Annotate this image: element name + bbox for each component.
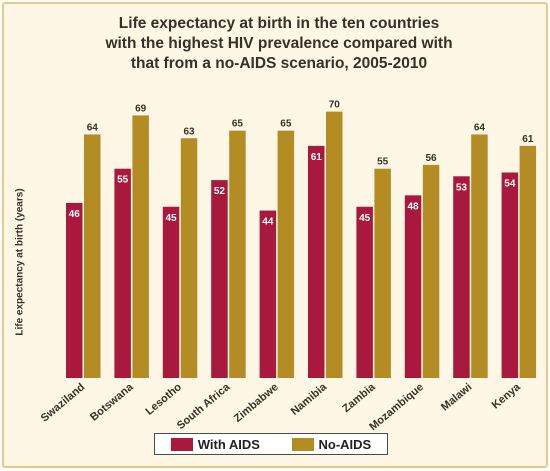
legend: With AIDS No-AIDS — [154, 433, 388, 455]
bar-no-aids-zambia — [374, 168, 391, 378]
bar-no-aids-mozambique — [422, 164, 440, 378]
data-label-with-aids-swaziland: 46 — [69, 209, 81, 220]
x-tick-label-zambia: Zambia — [340, 381, 378, 416]
data-label-no-aids-mozambique: 56 — [425, 153, 437, 164]
legend-swatch-no-aids — [291, 437, 314, 451]
bar-no-aids-malawi — [471, 134, 488, 378]
data-label-no-aids-zimbabwe: 65 — [280, 119, 292, 130]
bar-no-aids-lesotho — [180, 138, 198, 378]
bar-with-aids-botswana — [114, 168, 131, 378]
legend-label-no-aids: No-AIDS — [318, 436, 372, 452]
data-label-no-aids-lesotho: 63 — [183, 126, 195, 137]
x-tick-label-zimbabwe: Zimbabwe — [232, 381, 281, 425]
bar-with-aids-mozambique — [404, 195, 422, 378]
chart-title: Life expectancy at birth in the ten coun… — [44, 14, 514, 74]
bar-with-aids-swaziland — [66, 202, 83, 378]
title-line-2: with the highest HIV prevalence compared… — [105, 35, 453, 52]
data-label-no-aids-kenya: 61 — [522, 134, 534, 145]
bar-with-aids-lesotho — [162, 206, 180, 378]
legend-swatch-with-aids — [170, 437, 193, 451]
title-line-3: that from a no-AIDS scenario, 2005-2010 — [130, 55, 428, 72]
bar-no-aids-kenya — [519, 145, 537, 378]
data-label-with-aids-botswana: 55 — [117, 175, 129, 186]
bar-with-aids-zambia — [356, 206, 373, 378]
bar-with-aids-zimbabwe — [259, 210, 277, 378]
x-tick-label-lesotho: Lesotho — [143, 381, 184, 418]
title-line-1: Life expectancy at birth in the ten coun… — [118, 15, 440, 32]
legend-item-no-aids: No-AIDS — [291, 436, 372, 452]
data-label-no-aids-botswana: 69 — [135, 103, 147, 114]
data-label-with-aids-zambia: 45 — [359, 213, 371, 224]
bar-no-aids-namibia — [326, 111, 343, 378]
y-axis-label: Life expectancy at birth (years) — [14, 188, 26, 336]
data-label-no-aids-swaziland: 64 — [87, 122, 99, 133]
data-label-with-aids-malawi: 53 — [456, 182, 468, 193]
x-tick-label-kenya: Kenya — [490, 381, 524, 412]
bar-no-aids-south-africa — [229, 130, 246, 378]
bar-no-aids-swaziland — [84, 134, 101, 378]
legend-item-with-aids: With AIDS — [170, 436, 260, 452]
x-tick-label-namibia: Namibia — [289, 381, 330, 418]
data-label-no-aids-south-africa: 65 — [232, 119, 244, 130]
x-tick-label-south-africa: South Africa — [175, 381, 233, 433]
bar-no-aids-botswana — [132, 115, 149, 379]
data-label-with-aids-zimbabwe: 44 — [262, 217, 274, 228]
bar-no-aids-zimbabwe — [277, 130, 295, 378]
x-tick-label-malawi: Malawi — [439, 381, 474, 413]
bar-with-aids-malawi — [453, 176, 470, 378]
bar-with-aids-namibia — [308, 145, 325, 378]
legend-label-with-aids: With AIDS — [197, 436, 260, 452]
data-label-with-aids-lesotho: 45 — [165, 213, 177, 224]
data-label-with-aids-south-africa: 52 — [214, 186, 226, 197]
data-label-with-aids-mozambique: 48 — [407, 201, 419, 212]
bar-with-aids-kenya — [501, 172, 519, 378]
data-label-no-aids-namibia: 70 — [329, 100, 341, 111]
data-label-no-aids-zambia: 55 — [377, 157, 389, 168]
bar-with-aids-south-africa — [211, 180, 228, 378]
x-tick-label-botswana: Botswana — [88, 381, 136, 424]
x-tick-label-swaziland: Swaziland — [39, 381, 87, 424]
data-label-with-aids-kenya: 54 — [504, 179, 516, 190]
data-label-with-aids-namibia: 61 — [311, 152, 323, 163]
data-label-no-aids-malawi: 64 — [474, 122, 486, 133]
